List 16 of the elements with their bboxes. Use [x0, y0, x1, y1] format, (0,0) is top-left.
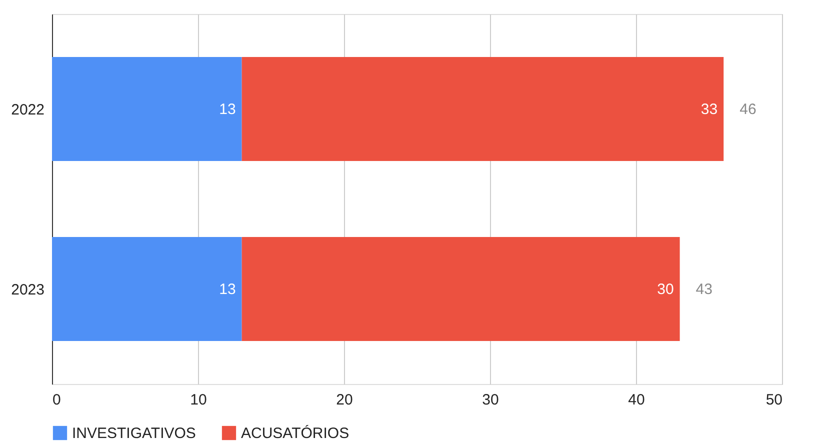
y-tick-label: 2023	[11, 282, 44, 298]
total-label: 46	[740, 101, 756, 118]
x-tick-label: 10	[190, 392, 207, 408]
x-tick-label: 20	[336, 392, 353, 408]
data-label: 33	[700, 101, 718, 118]
x-tick-label: 30	[482, 392, 499, 408]
total-label: 43	[696, 281, 712, 298]
x-tick-label: 50	[766, 392, 782, 408]
x-tick-label: 0	[52, 392, 61, 408]
x-tick-label: 40	[628, 392, 645, 408]
data-label: 30	[657, 281, 674, 298]
data-label: 13	[219, 281, 236, 298]
data-label: 13	[219, 101, 236, 118]
y-tick-label: 2022	[11, 102, 44, 118]
legend-label: INVESTIGATIVOS	[72, 425, 196, 442]
legend-label: ACUSATÓRIOS	[241, 424, 350, 442]
